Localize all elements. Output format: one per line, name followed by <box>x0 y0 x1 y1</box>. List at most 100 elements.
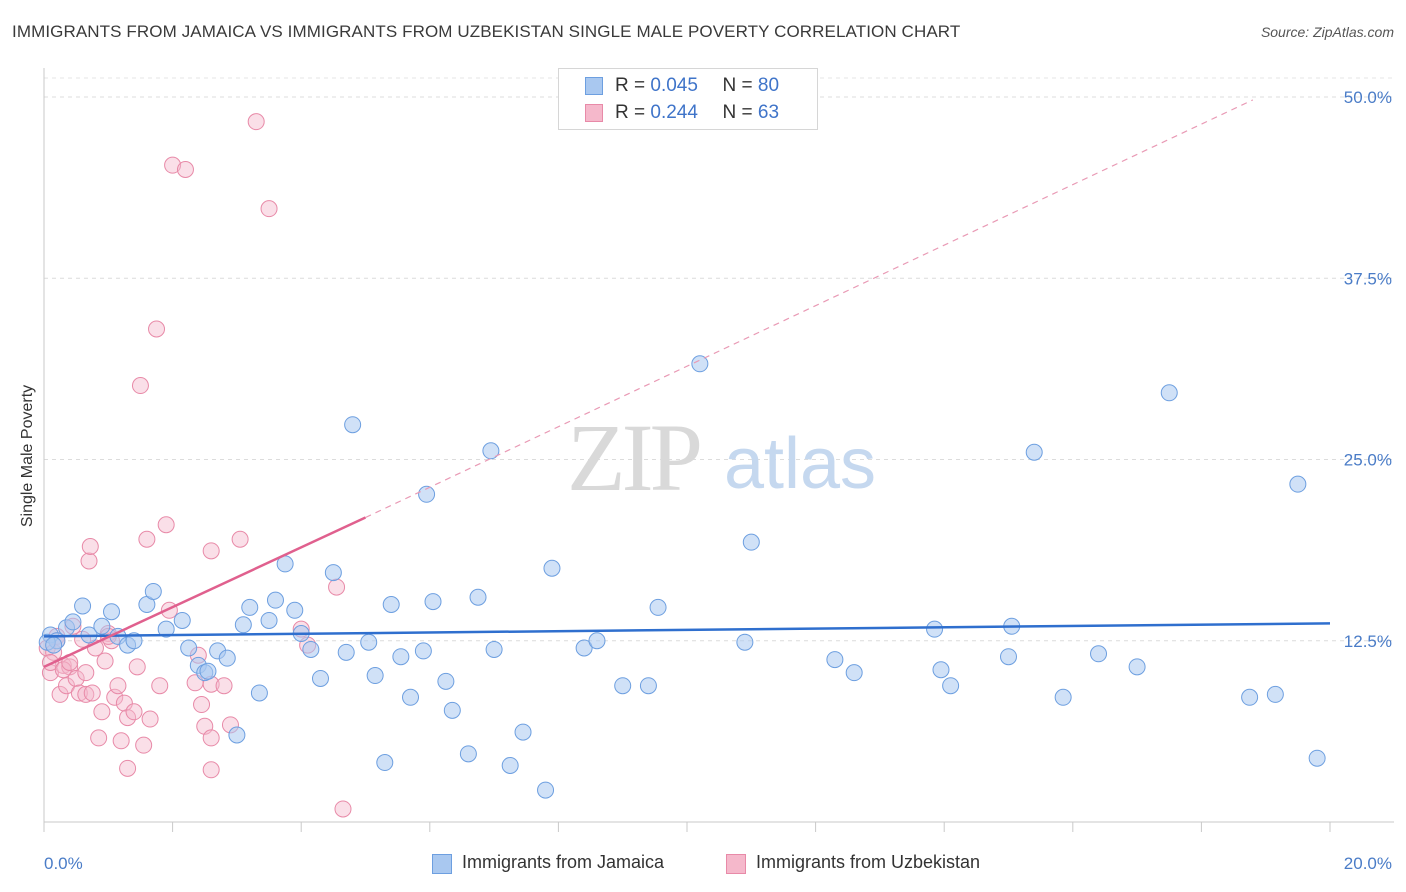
jamaica-point <box>93 617 111 635</box>
jamaica-point <box>144 582 162 600</box>
uzbekistan-point <box>70 684 88 702</box>
jamaica-point <box>1128 658 1146 676</box>
jamaica-point <box>376 754 394 772</box>
y-tick-label: 12.5% <box>1344 632 1392 651</box>
uzbekistan-point <box>67 669 85 687</box>
jamaica-point <box>1241 688 1259 706</box>
uzbekistan-point <box>77 685 95 703</box>
jamaica-point <box>266 591 284 609</box>
jamaica-point <box>437 672 455 690</box>
y-tick-label: 25.0% <box>1344 451 1392 470</box>
trend-lines <box>43 99 1331 668</box>
jamaica-point <box>382 596 400 613</box>
uzbekistan-point <box>125 703 143 721</box>
jamaica-point <box>103 603 121 621</box>
uzbekistan-point <box>247 113 265 131</box>
bottom-legend-swatch-jamaica <box>432 854 452 874</box>
trend-line-uzbekistan <box>43 516 367 668</box>
x-tick-label: 20.0% <box>1344 854 1392 873</box>
legend-n-label: N = <box>722 102 753 123</box>
jamaica-point <box>1054 688 1072 706</box>
series-uzbekistan-points <box>38 113 352 818</box>
jamaica-point <box>575 639 593 657</box>
uzbekistan-point <box>164 156 182 174</box>
jamaica-point <box>614 677 632 695</box>
uzbekistan-point <box>115 694 133 712</box>
uzbekistan-point <box>193 696 211 714</box>
legend-n-value: 80 <box>757 75 780 96</box>
uzbekistan-point <box>96 652 114 670</box>
source-label: Source: ZipAtlas.com <box>1260 24 1394 40</box>
jamaica-point <box>1000 648 1017 666</box>
uzbekistan-point <box>54 661 72 679</box>
gridlines <box>44 77 1394 642</box>
watermark-atlas: atlas <box>724 424 876 504</box>
uzbekistan-point <box>202 761 220 779</box>
uzbekistan-point <box>148 320 166 338</box>
uzbekistan-point <box>334 800 352 818</box>
jamaica-point <box>649 598 667 616</box>
jamaica-point <box>1090 645 1108 663</box>
jamaica-point <box>366 667 384 685</box>
jamaica-point <box>639 677 657 695</box>
uzbekistan-point <box>131 377 149 395</box>
uzbekistan-point <box>202 542 220 560</box>
jamaica-point <box>286 601 304 619</box>
y-tick-label: 37.5% <box>1344 269 1392 288</box>
jamaica-point <box>302 640 320 658</box>
jamaica-point <box>344 416 362 434</box>
bottom-legend-uzbekistan: Immigrants from Uzbekistan <box>756 852 981 872</box>
jamaica-point <box>64 613 82 631</box>
jamaica-point <box>199 662 217 680</box>
jamaica-point <box>414 642 432 660</box>
legend-swatch-uzbekistan <box>585 104 603 122</box>
jamaica-point <box>260 611 278 629</box>
legend-swatch-jamaica <box>585 77 603 95</box>
jamaica-point <box>241 598 259 616</box>
uzbekistan-point <box>135 736 153 754</box>
jamaica-point <box>402 688 420 706</box>
jamaica-point <box>424 593 442 611</box>
uzbekistan-point <box>215 677 233 695</box>
uzbekistan-point <box>83 684 101 702</box>
uzbekistan-point <box>202 729 220 747</box>
jamaica-point <box>459 745 477 763</box>
axes <box>43 68 1394 832</box>
jamaica-point <box>691 355 709 373</box>
jamaica-point <box>537 781 555 799</box>
jamaica-point <box>157 620 175 638</box>
jamaica-point <box>250 684 268 702</box>
uzbekistan-point <box>141 710 159 728</box>
uzbekistan-point <box>119 709 137 727</box>
bottom-legend-jamaica: Immigrants from Jamaica <box>462 852 665 872</box>
jamaica-point <box>311 669 329 687</box>
uzbekistan-point <box>58 677 76 695</box>
jamaica-point <box>392 648 410 666</box>
legend-r-value: 0.244 <box>650 102 698 123</box>
jamaica-point <box>1025 443 1043 461</box>
bottom-legend-swatch-uzbekistan <box>726 854 746 874</box>
jamaica-point <box>469 588 487 606</box>
uzbekistan-point <box>51 685 69 703</box>
jamaica-point <box>1308 749 1326 767</box>
uzbekistan-point <box>128 658 146 676</box>
uzbekistan-point <box>151 677 169 695</box>
uzbekistan-point <box>93 703 111 721</box>
jamaica-point <box>1289 475 1307 493</box>
jamaica-point <box>337 643 355 661</box>
legend: R = 0.045 N = 80 R = 0.244 N = 63 <box>558 68 818 130</box>
uzbekistan-point <box>138 530 156 548</box>
jamaica-point <box>418 485 436 503</box>
jamaica-point <box>543 559 561 577</box>
jamaica-point <box>234 616 252 634</box>
uzbekistan-point <box>176 161 194 178</box>
jamaica-point <box>736 633 754 651</box>
y-tick-label: 50.0% <box>1344 88 1392 107</box>
uzbekistan-point <box>119 759 137 777</box>
uzbekistan-point <box>77 664 95 682</box>
jamaica-point <box>74 597 92 615</box>
uzbekistan-point <box>231 530 249 548</box>
jamaica-point <box>1160 384 1178 402</box>
jamaica-point <box>324 564 342 582</box>
